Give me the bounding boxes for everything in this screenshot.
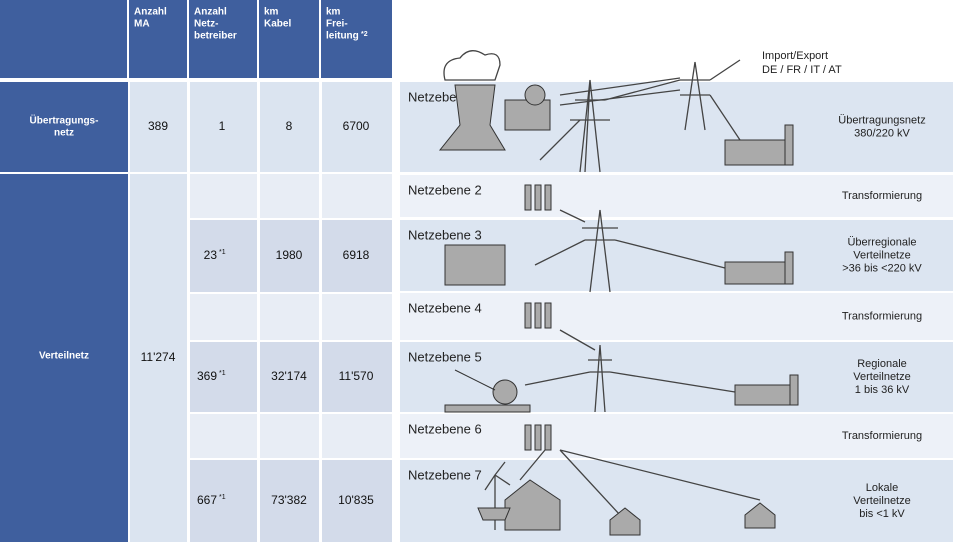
cell <box>322 220 392 292</box>
cell-value: 11'570 <box>339 369 374 383</box>
cell <box>190 220 257 292</box>
cell <box>130 174 187 542</box>
icons <box>438 50 799 536</box>
cell-value: 6918 <box>343 248 370 262</box>
cell-value: 1980 <box>276 248 303 262</box>
level-band <box>400 342 953 412</box>
import-export: DE / FR / IT / AT <box>762 64 842 76</box>
header-label: km <box>326 7 341 18</box>
level-desc: >36 bis <220 kV <box>842 262 922 274</box>
cell <box>130 82 187 172</box>
row-label: Verteilnetz <box>39 351 89 362</box>
level-desc: Übertragungsnetz <box>838 114 925 126</box>
header-note: *2 <box>361 31 368 38</box>
header-label: Anzahl <box>134 7 167 18</box>
level-band <box>400 414 953 458</box>
level-desc: Transformierung <box>842 190 922 202</box>
level-band <box>400 175 953 217</box>
cell <box>260 174 319 218</box>
header-label: Netz- <box>194 19 218 30</box>
header-label: Anzahl <box>194 7 227 18</box>
level-name: Netzebene 4 <box>408 300 482 315</box>
header-bg <box>0 0 392 78</box>
cell <box>190 460 257 542</box>
cell-value: 389 <box>148 119 168 133</box>
level-name: Netzebene 3 <box>408 227 482 242</box>
header-label: Kabel <box>264 19 291 30</box>
cell <box>190 174 257 218</box>
cell <box>322 82 392 172</box>
header-label: betreiber <box>194 31 237 42</box>
level-desc: 380/220 kV <box>854 127 910 139</box>
level-desc: bis <1 kV <box>859 508 905 520</box>
header-label: Frei- <box>326 19 348 30</box>
cell-note: *1 <box>219 494 226 501</box>
cell <box>190 82 257 172</box>
cell-value: 10'835 <box>338 493 374 507</box>
level-name: Netzebene 6 <box>408 421 482 436</box>
level-desc: Transformierung <box>842 310 922 322</box>
cell-value: 1 <box>219 119 226 133</box>
cell-value: 73'382 <box>271 493 307 507</box>
cell <box>190 294 257 340</box>
cell-value: 23 <box>204 248 218 262</box>
level-name: Netzebene 2 <box>408 182 482 197</box>
cell <box>322 342 392 412</box>
level-name: Netzebene 5 <box>408 349 482 364</box>
level-band <box>400 293 953 340</box>
header-label: leitung <box>326 31 359 42</box>
level-desc: Verteilnetze <box>853 371 910 383</box>
level-band <box>400 460 953 542</box>
cell <box>260 342 319 412</box>
row-label-bg <box>0 82 128 172</box>
cell-value: 11'274 <box>141 350 176 364</box>
cell <box>322 460 392 542</box>
cell <box>322 414 392 458</box>
import-export: Import/Export <box>762 50 828 62</box>
level-desc: Lokale <box>866 482 898 494</box>
cell <box>322 294 392 340</box>
level-name: Netzebene 7 <box>408 467 482 482</box>
cell <box>190 342 257 412</box>
cell-value: 667 <box>197 493 217 507</box>
cell-value: 369 <box>197 369 217 383</box>
row-label: Übertragungs- <box>30 114 99 127</box>
cell <box>190 414 257 458</box>
level-desc: 1 bis 36 kV <box>855 384 910 396</box>
cell-value: 32'174 <box>271 369 307 383</box>
level-desc: Überregionale <box>847 236 916 248</box>
level-desc: Verteilnetze <box>853 249 910 261</box>
row-label: netz <box>54 128 74 139</box>
cell-note: *1 <box>219 370 226 377</box>
cell <box>322 174 392 218</box>
cell <box>260 294 319 340</box>
header-label: MA <box>134 19 150 30</box>
row-label-bg <box>0 174 128 542</box>
cell-value: 6700 <box>343 119 370 133</box>
cell <box>260 82 319 172</box>
cell <box>260 414 319 458</box>
cell <box>260 220 319 292</box>
cell <box>260 460 319 542</box>
cell-note: *1 <box>219 249 226 256</box>
cell-value: 8 <box>286 119 293 133</box>
level-desc: Transformierung <box>842 430 922 442</box>
level-desc: Verteilnetze <box>853 495 910 507</box>
level-desc: Regionale <box>857 358 907 370</box>
header-label: km <box>264 7 279 18</box>
